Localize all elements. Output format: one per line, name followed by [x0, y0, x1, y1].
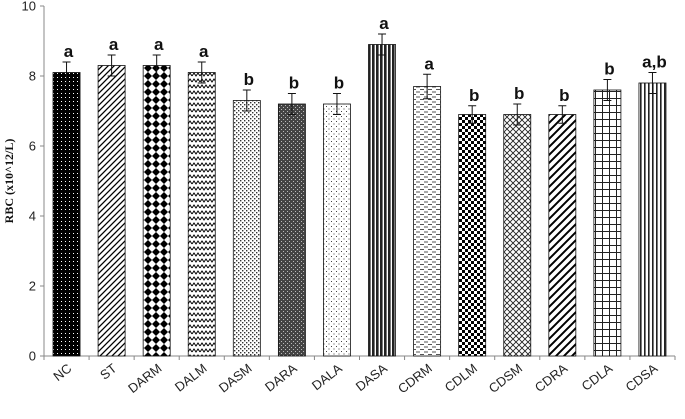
significance-label: b: [559, 86, 569, 105]
x-tick-label: DALA: [309, 360, 345, 393]
significance-label: a: [199, 42, 209, 61]
x-tick-label: CDRA: [532, 360, 571, 395]
error-bar-cdsa: [648, 72, 657, 94]
y-tick-label: 2: [29, 279, 36, 294]
significance-label: b: [514, 84, 524, 103]
bar-dasm: [232, 100, 261, 357]
bar-nc: [52, 72, 81, 357]
error-bars: [62, 33, 657, 126]
bars: [52, 44, 667, 357]
y-tick-label: 0: [29, 349, 36, 364]
error-bar-cdsm: [513, 103, 522, 126]
y-tick-labels: 0 2 4 6 8 10: [22, 0, 36, 364]
bar-cdsa: [638, 82, 667, 357]
bar-cdrm: [413, 86, 442, 357]
significance-label: a: [64, 42, 74, 61]
y-tick-label: 8: [29, 69, 36, 84]
significance-label: b: [604, 60, 614, 79]
bar-cdsm: [503, 114, 532, 357]
x-tick-label: DASM: [216, 361, 255, 396]
error-bar-dalm: [197, 61, 206, 84]
y-axis: [40, 5, 45, 357]
bar-st: [97, 65, 126, 357]
x-tick-label: CDLM: [442, 361, 480, 396]
x-tick-label: DASA: [353, 360, 390, 394]
error-bar-cdra: [558, 105, 567, 124]
bar-dasa: [368, 44, 396, 357]
y-axis-title: RBC (x10^12/L): [2, 139, 16, 224]
error-bar-cdrm: [423, 73, 432, 100]
y-tick-label: 4: [29, 209, 36, 224]
x-tick-label: DALM: [172, 361, 210, 395]
bar-dalm: [187, 72, 216, 357]
x-tick-labels: NC ST DARM DALM DASM DARA DALA DASA CDRM CDLM CDSM…: [50, 360, 660, 396]
significance-label: a: [424, 54, 434, 73]
y-tick-label: 6: [29, 139, 36, 154]
significance-label: b: [469, 86, 479, 105]
x-tick-label: CDSM: [486, 361, 525, 396]
bar-darm: [142, 65, 171, 357]
error-bar-nc: [62, 61, 71, 84]
error-bar-dala: [332, 93, 341, 115]
significance-label: a: [379, 14, 389, 33]
x-tick-label: CDLA: [579, 360, 616, 393]
error-bar-st: [107, 54, 116, 77]
x-tick-label: DARA: [262, 360, 300, 394]
error-bar-dasm: [242, 89, 251, 112]
significance-label: b: [244, 70, 254, 89]
significance-label: a: [109, 35, 119, 54]
error-bar-dara: [287, 93, 296, 115]
bar-cdlm: [458, 114, 487, 357]
x-tick-label: CDRM: [395, 361, 435, 397]
x-axis: [43, 355, 676, 360]
bar-dala: [323, 103, 351, 357]
bar-dara: [277, 103, 306, 357]
x-tick-label: DARM: [125, 361, 164, 396]
y-tick-label: 10: [22, 0, 36, 14]
bar-cdla: [593, 89, 622, 357]
error-bar-cdlm: [468, 105, 477, 124]
error-bar-darm: [152, 54, 161, 77]
bar-cdra: [548, 114, 577, 357]
x-tick-label: NC: [50, 361, 74, 384]
significance-label: b: [334, 74, 344, 93]
significance-label: a: [154, 35, 164, 54]
error-bar-dasa: [378, 33, 387, 56]
significance-label: b: [289, 74, 299, 93]
significance-labels: a a a a b b b a a b b b b a,b: [64, 14, 667, 105]
x-tick-label: ST: [97, 361, 119, 383]
error-bar-cdla: [603, 79, 612, 101]
x-tick-label: CDSA: [623, 360, 661, 394]
significance-label: a,b: [642, 53, 667, 72]
